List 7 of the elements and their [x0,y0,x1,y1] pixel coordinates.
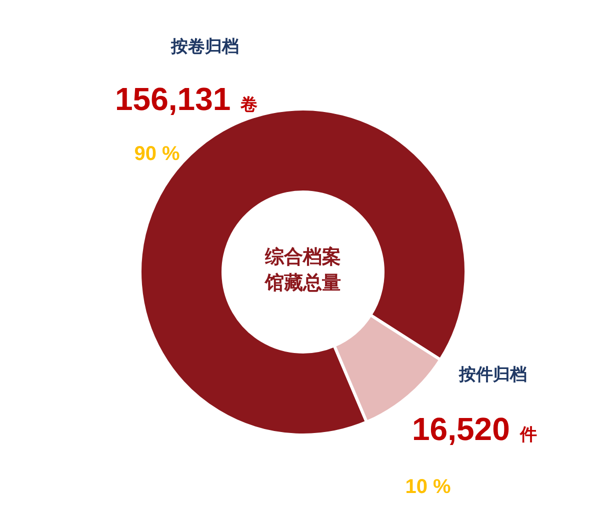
text: 10 % [405,476,452,498]
slice-label: 按卷归档 [170,37,239,56]
text: 综合档案馆藏总量 [264,246,341,294]
text: 90 % [134,143,180,165]
data-label: 16,520 件 [412,411,537,447]
slice-label: 按件归档 [458,365,527,384]
data-label: 156,131 卷 [115,81,258,117]
